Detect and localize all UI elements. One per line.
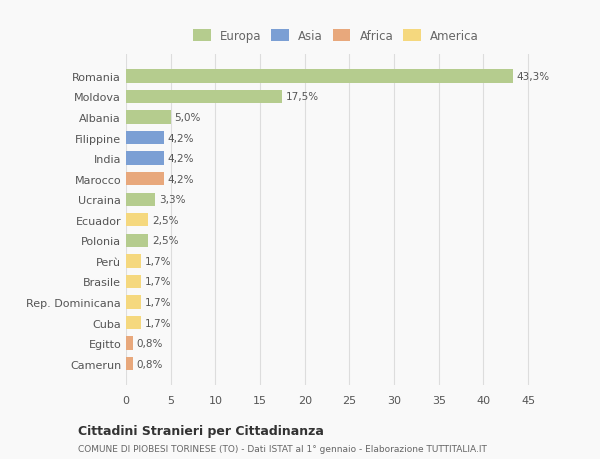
Text: 1,7%: 1,7%	[145, 277, 171, 287]
Text: 1,7%: 1,7%	[145, 297, 171, 308]
Bar	[126, 275, 141, 289]
Bar	[126, 152, 164, 165]
Bar	[126, 213, 148, 227]
Text: 4,2%: 4,2%	[167, 154, 194, 164]
Bar	[126, 296, 141, 309]
Bar	[126, 111, 170, 124]
Text: Cittadini Stranieri per Cittadinanza: Cittadini Stranieri per Cittadinanza	[78, 424, 324, 437]
Bar	[126, 173, 164, 186]
Text: 1,7%: 1,7%	[145, 256, 171, 266]
Text: 0,8%: 0,8%	[137, 359, 163, 369]
Text: 5,0%: 5,0%	[174, 113, 200, 123]
Bar	[126, 316, 141, 330]
Text: 2,5%: 2,5%	[152, 215, 178, 225]
Bar	[126, 90, 283, 104]
Text: 17,5%: 17,5%	[286, 92, 319, 102]
Bar	[126, 132, 164, 145]
Bar	[126, 255, 141, 268]
Bar	[126, 357, 133, 370]
Text: 4,2%: 4,2%	[167, 174, 194, 185]
Text: 43,3%: 43,3%	[517, 72, 550, 82]
Bar	[126, 193, 155, 207]
Bar	[126, 70, 513, 84]
Text: 3,3%: 3,3%	[159, 195, 185, 205]
Bar	[126, 337, 133, 350]
Text: 2,5%: 2,5%	[152, 236, 178, 246]
Text: 0,8%: 0,8%	[137, 338, 163, 348]
Bar	[126, 234, 148, 247]
Legend: Europa, Asia, Africa, America: Europa, Asia, Africa, America	[191, 28, 481, 45]
Text: 1,7%: 1,7%	[145, 318, 171, 328]
Text: 4,2%: 4,2%	[167, 133, 194, 143]
Text: COMUNE DI PIOBESI TORINESE (TO) - Dati ISTAT al 1° gennaio - Elaborazione TUTTIT: COMUNE DI PIOBESI TORINESE (TO) - Dati I…	[78, 444, 487, 453]
